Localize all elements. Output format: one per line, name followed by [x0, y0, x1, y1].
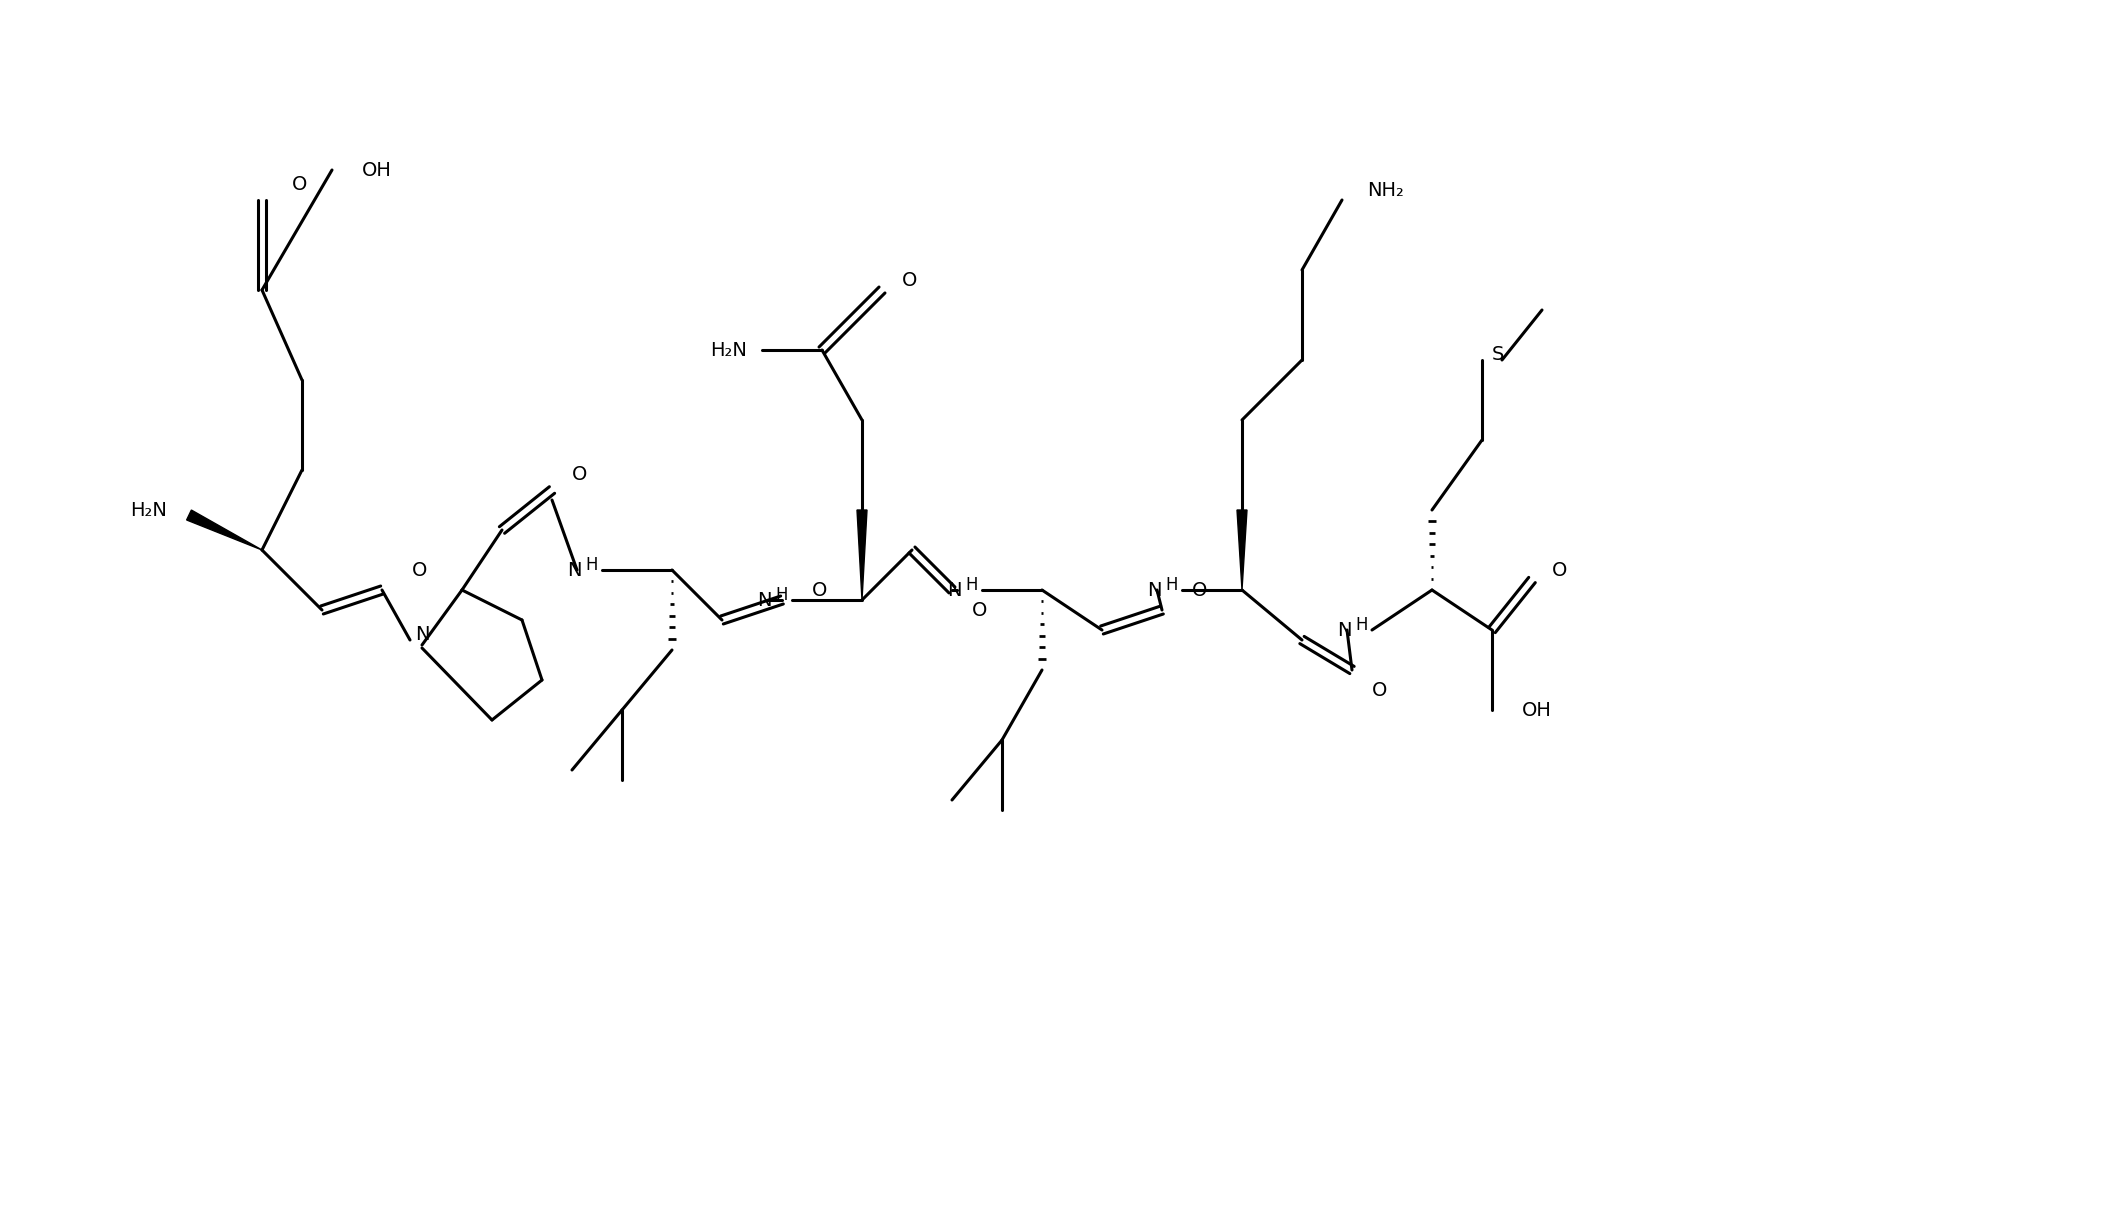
Text: O: O [1372, 680, 1387, 699]
Text: O: O [572, 466, 587, 484]
Text: O: O [1553, 560, 1567, 580]
Text: H: H [1355, 616, 1368, 634]
Text: N: N [414, 626, 429, 645]
Text: O: O [412, 560, 427, 580]
Text: O: O [292, 175, 307, 195]
Text: N: N [568, 560, 583, 580]
Text: N: N [757, 590, 772, 610]
Text: O: O [972, 600, 987, 620]
Text: H: H [585, 557, 598, 574]
Text: OH: OH [1521, 701, 1553, 720]
Text: N: N [1338, 621, 1353, 640]
Text: H: H [776, 586, 789, 604]
Text: H: H [1166, 576, 1178, 594]
Text: O: O [812, 581, 827, 599]
Text: NH₂: NH₂ [1368, 180, 1403, 200]
Text: O: O [1193, 581, 1208, 599]
Text: H₂N: H₂N [130, 501, 166, 519]
Text: N: N [947, 581, 962, 599]
Polygon shape [856, 509, 867, 600]
Text: H: H [966, 576, 978, 594]
Polygon shape [187, 511, 263, 551]
Text: H₂N: H₂N [711, 340, 747, 359]
Text: OH: OH [362, 161, 391, 179]
Text: N: N [1147, 581, 1161, 599]
Text: O: O [903, 271, 917, 289]
Polygon shape [1237, 509, 1248, 590]
Text: S: S [1492, 346, 1504, 364]
